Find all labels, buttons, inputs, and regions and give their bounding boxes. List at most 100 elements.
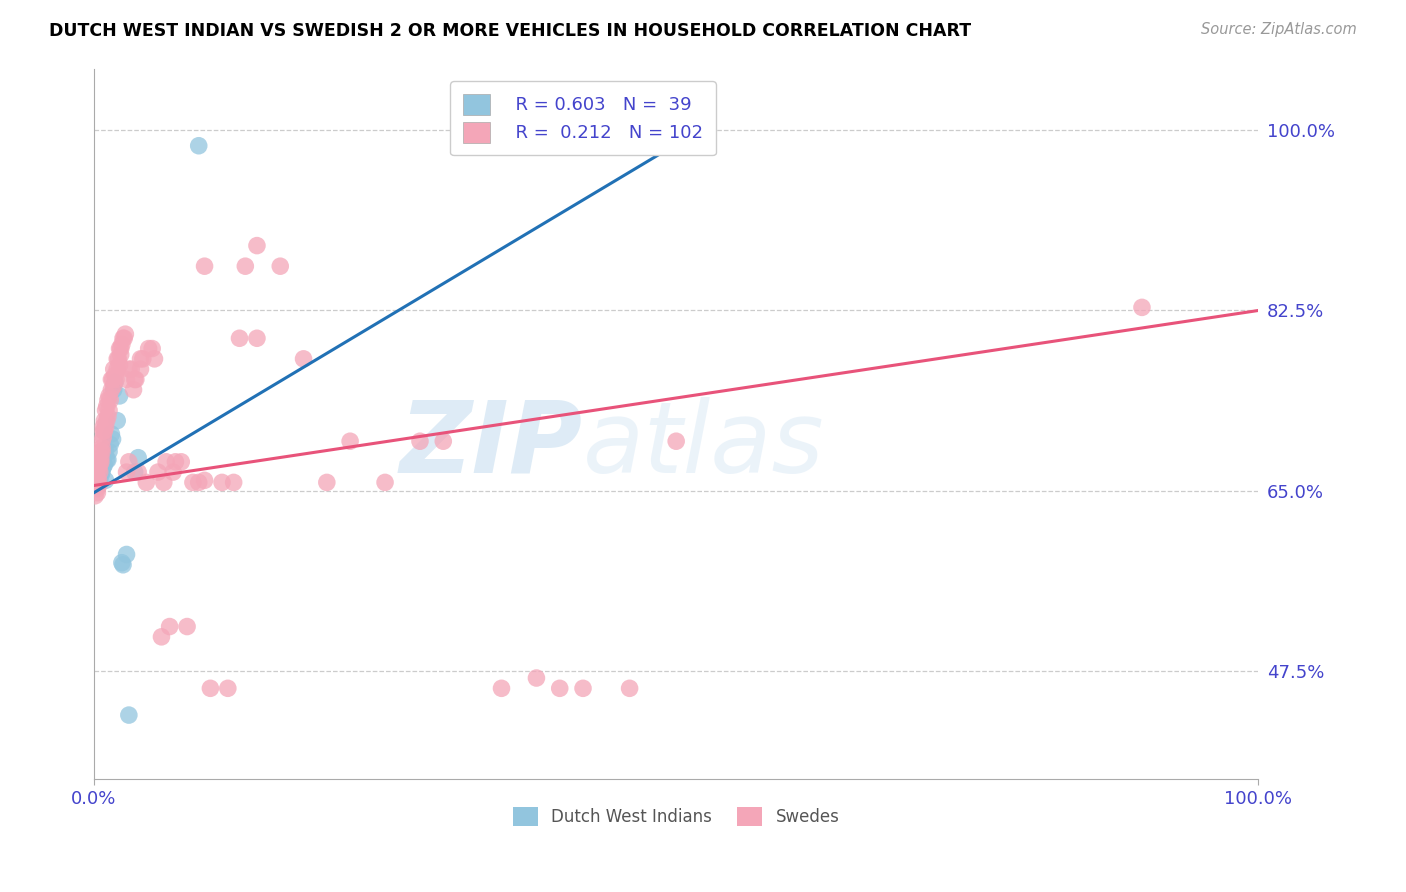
Point [100, 427, 122, 442]
Point [135, 475, 157, 490]
Point [103, 378, 125, 392]
Point [118, 708, 141, 723]
Point [211, 475, 233, 490]
Point [114, 327, 136, 342]
Point [93, 458, 115, 472]
Point [165, 455, 187, 469]
Point [619, 681, 641, 696]
Point [98, 403, 121, 417]
Point [108, 358, 131, 372]
Point [150, 630, 173, 644]
Point [97, 452, 120, 467]
Text: atlas: atlas [583, 397, 825, 493]
Point [233, 259, 256, 273]
Point [159, 619, 181, 633]
Point [187, 138, 209, 153]
Point [115, 548, 138, 562]
Legend: Dutch West Indians, Swedes: Dutch West Indians, Swedes [505, 798, 848, 835]
Point [105, 351, 128, 366]
Point [98, 444, 121, 458]
Point [146, 465, 169, 479]
Point [143, 351, 166, 366]
Point [409, 434, 432, 449]
Point [228, 331, 250, 345]
Point [90, 455, 112, 469]
Point [193, 474, 215, 488]
Point [98, 389, 121, 403]
Point [94, 474, 117, 488]
Point [91, 434, 114, 449]
Point [87, 468, 110, 483]
Point [101, 432, 124, 446]
Point [170, 455, 193, 469]
Point [124, 465, 146, 479]
Point [339, 434, 361, 449]
Point [374, 475, 396, 490]
Point [115, 465, 138, 479]
Point [122, 383, 145, 397]
Point [86, 471, 108, 485]
Point [124, 372, 146, 386]
Point [120, 362, 142, 376]
Point [222, 475, 245, 490]
Point [115, 372, 138, 386]
Point [141, 342, 163, 356]
Point [103, 362, 125, 376]
Point [87, 463, 110, 477]
Point [101, 372, 124, 386]
Point [86, 478, 108, 492]
Point [138, 342, 160, 356]
Point [86, 485, 108, 500]
Point [91, 465, 114, 479]
Point [89, 461, 111, 475]
Point [89, 465, 111, 479]
Point [89, 465, 111, 479]
Point [91, 461, 114, 475]
Point [93, 424, 115, 438]
Point [187, 475, 209, 490]
Point [90, 444, 112, 458]
Point [91, 419, 114, 434]
Point [91, 452, 114, 467]
Point [96, 452, 118, 467]
Point [87, 463, 110, 477]
Text: Source: ZipAtlas.com: Source: ZipAtlas.com [1201, 22, 1357, 37]
Point [84, 461, 107, 475]
Point [91, 455, 114, 469]
Point [665, 434, 688, 449]
Point [90, 468, 112, 483]
Point [84, 474, 107, 488]
Point [97, 409, 120, 424]
Point [100, 372, 122, 386]
Point [176, 619, 198, 633]
Point [112, 331, 135, 345]
Point [93, 414, 115, 428]
Point [94, 419, 117, 434]
Point [491, 681, 513, 696]
Point [129, 351, 152, 366]
Point [105, 372, 128, 386]
Point [315, 475, 337, 490]
Point [84, 465, 107, 479]
Point [104, 376, 127, 390]
Point [105, 362, 128, 376]
Point [125, 372, 148, 386]
Point [246, 331, 269, 345]
Point [103, 383, 125, 397]
Point [87, 474, 110, 488]
Point [217, 681, 239, 696]
Point [152, 475, 174, 490]
Point [132, 351, 155, 366]
Point [87, 475, 110, 490]
Point [94, 444, 117, 458]
Point [162, 465, 184, 479]
Point [86, 482, 108, 496]
Point [127, 465, 149, 479]
Point [84, 465, 107, 479]
Point [84, 478, 107, 492]
Point [89, 455, 111, 469]
Point [100, 383, 122, 397]
Point [108, 389, 131, 403]
Point [90, 450, 112, 465]
Point [86, 471, 108, 485]
